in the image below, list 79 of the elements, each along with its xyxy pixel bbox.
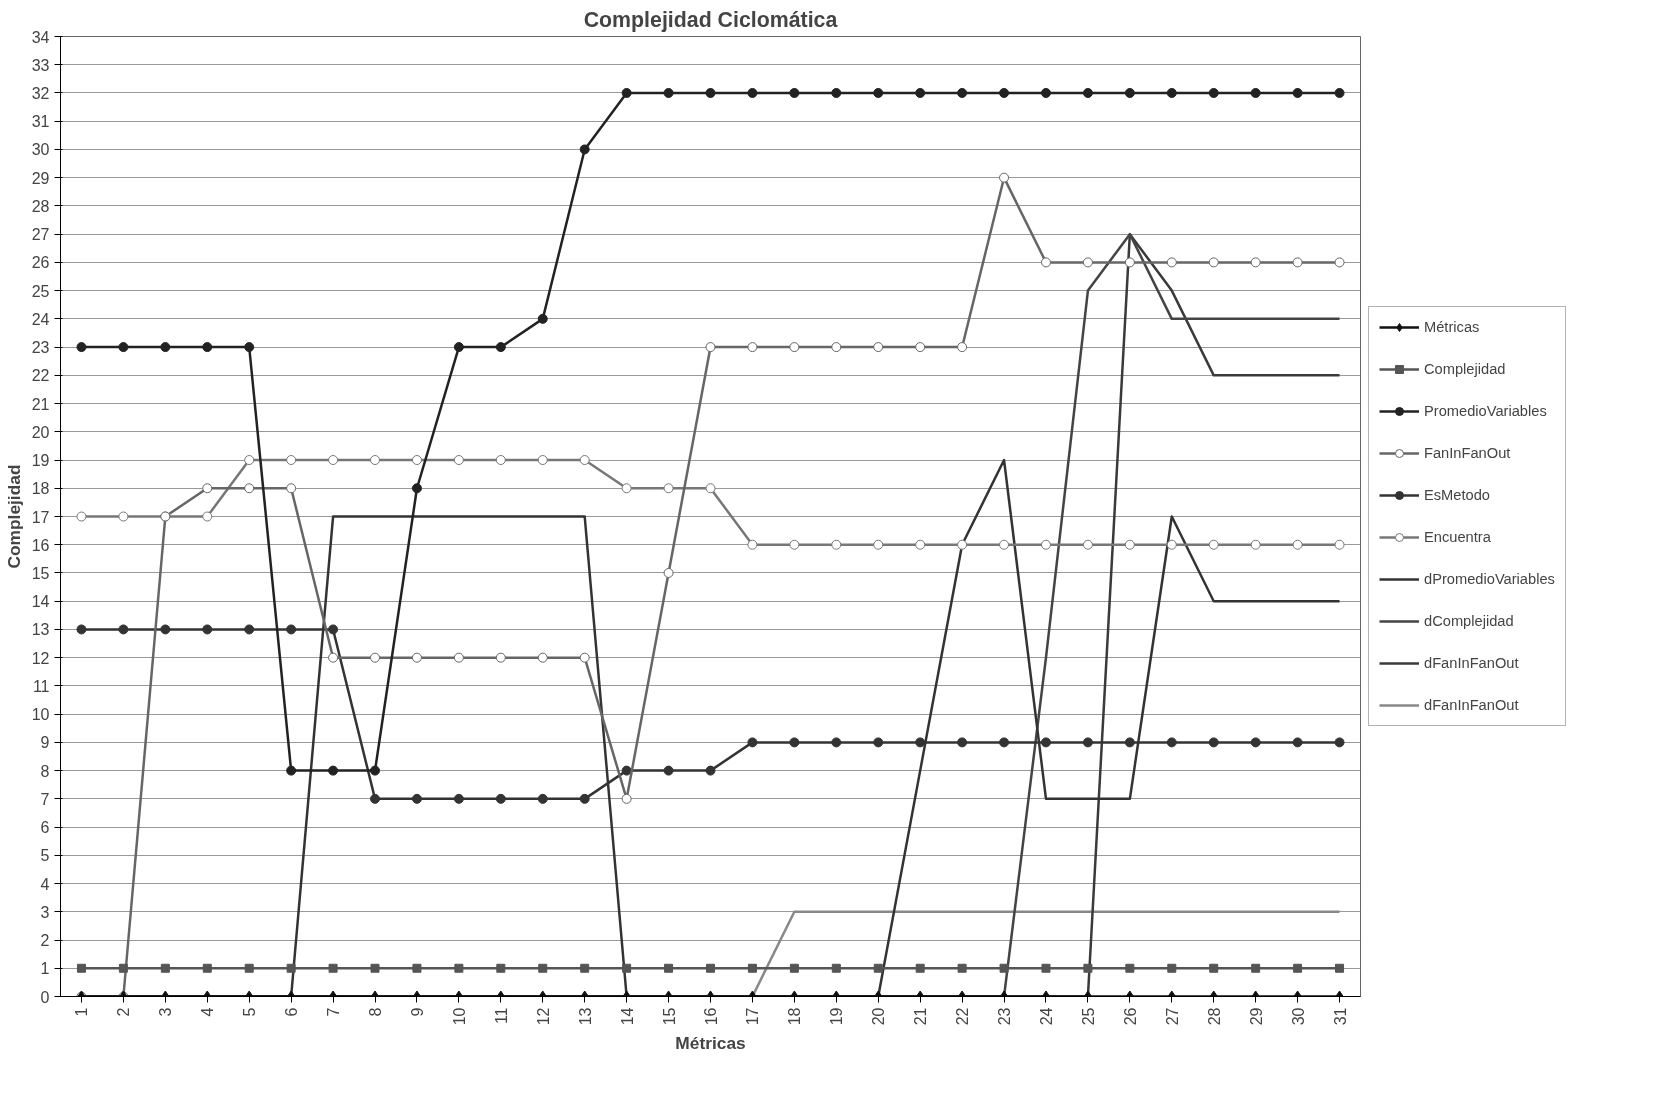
legend-label: Métricas (1424, 319, 1480, 335)
legend-label: dFanInFanOut (1424, 697, 1519, 713)
x-tick-label: 2 (115, 1007, 133, 1017)
x-tick-label: 8 (367, 1007, 385, 1017)
y-tick-label: 7 (40, 790, 50, 808)
y-tick-label: 23 (31, 339, 50, 357)
x-tick-label: 20 (870, 1007, 888, 1026)
x-tick-label: 14 (618, 1007, 636, 1026)
y-tick-label: 21 (31, 395, 50, 413)
y-tick-label: 16 (31, 536, 50, 554)
y-tick-label: 4 (40, 875, 50, 893)
y-tick-label: 11 (32, 677, 50, 695)
x-tick-label: 19 (828, 1007, 846, 1026)
y-tick-label: 3 (40, 903, 50, 921)
x-tick-label: 5 (241, 1007, 259, 1017)
x-tick-label: 22 (954, 1007, 972, 1026)
x-tick-label: 15 (660, 1007, 678, 1026)
y-axis-title: Complejidad (3, 464, 24, 569)
legend-label: dComplejidad (1424, 613, 1514, 629)
y-tick-label: 27 (31, 226, 50, 244)
y-tick-label: 13 (31, 621, 50, 639)
x-tick-label: 3 (157, 1007, 175, 1017)
legend-label: dFanInFanOut (1424, 655, 1519, 671)
legend-label: FanInFanOut (1424, 445, 1511, 461)
y-tick-label: 12 (31, 649, 50, 667)
y-tick-label: 17 (31, 508, 50, 526)
x-tick-label: 31 (1331, 1007, 1349, 1026)
x-tick-label: 21 (912, 1007, 930, 1026)
y-tick-label: 28 (31, 197, 50, 215)
legend-label: Encuentra (1424, 529, 1491, 545)
y-tick-label: 33 (31, 56, 50, 74)
x-tick-label: 27 (1163, 1007, 1181, 1026)
y-tick-label: 6 (40, 819, 50, 837)
y-tick-label: 18 (31, 480, 50, 498)
legend-label: dPromedioVariables (1424, 571, 1555, 587)
x-tick-label: 23 (996, 1007, 1014, 1026)
y-tick-label: 10 (31, 706, 50, 724)
x-axis-title: Métricas (675, 1033, 746, 1054)
y-tick-label: 29 (31, 169, 50, 187)
y-tick-label: 32 (31, 84, 50, 102)
legend-label: PromedioVariables (1424, 403, 1547, 419)
x-tick-label: 12 (534, 1007, 552, 1026)
y-tick-label: 2 (40, 932, 50, 950)
y-tick-label: 19 (31, 452, 50, 470)
legend-label: Complejidad (1424, 361, 1506, 377)
x-tick-label: 24 (1037, 1007, 1055, 1026)
y-tick-label: 0 (40, 988, 50, 1006)
legend-label: EsMetodo (1424, 487, 1490, 503)
y-tick-label: 15 (31, 564, 50, 582)
y-tick-label: 24 (31, 310, 50, 328)
x-tick-label: 9 (408, 1007, 426, 1017)
x-tick-label: 17 (744, 1007, 762, 1026)
x-tick-label: 10 (450, 1007, 468, 1026)
x-tick-label: 16 (702, 1007, 720, 1026)
chart-title: Complejidad Ciclomática (583, 7, 838, 32)
x-tick-label: 6 (283, 1007, 301, 1017)
x-tick-label: 30 (1289, 1007, 1307, 1026)
y-tick-label: 14 (31, 593, 50, 611)
x-tick-label: 25 (1079, 1007, 1097, 1026)
x-tick-label: 29 (1247, 1007, 1265, 1026)
y-tick-label: 9 (40, 734, 50, 752)
y-tick-label: 8 (40, 762, 50, 780)
y-tick-label: 26 (31, 254, 50, 272)
y-tick-label: 34 (31, 28, 50, 46)
x-tick-label: 11 (492, 1007, 510, 1025)
y-tick-label: 25 (31, 282, 50, 300)
x-tick-label: 13 (576, 1007, 594, 1026)
x-tick-label: 26 (1121, 1007, 1139, 1026)
y-tick-label: 20 (31, 423, 50, 441)
x-tick-label: 18 (786, 1007, 804, 1026)
y-tick-label: 1 (40, 960, 50, 978)
y-tick-label: 30 (31, 141, 50, 159)
x-tick-label: 28 (1205, 1007, 1223, 1026)
x-tick-label: 1 (73, 1007, 91, 1017)
y-tick-label: 22 (31, 367, 50, 385)
y-tick-label: 31 (31, 113, 50, 131)
x-tick-label: 4 (199, 1007, 217, 1017)
x-tick-label: 7 (325, 1007, 343, 1017)
y-tick-label: 5 (40, 847, 50, 865)
